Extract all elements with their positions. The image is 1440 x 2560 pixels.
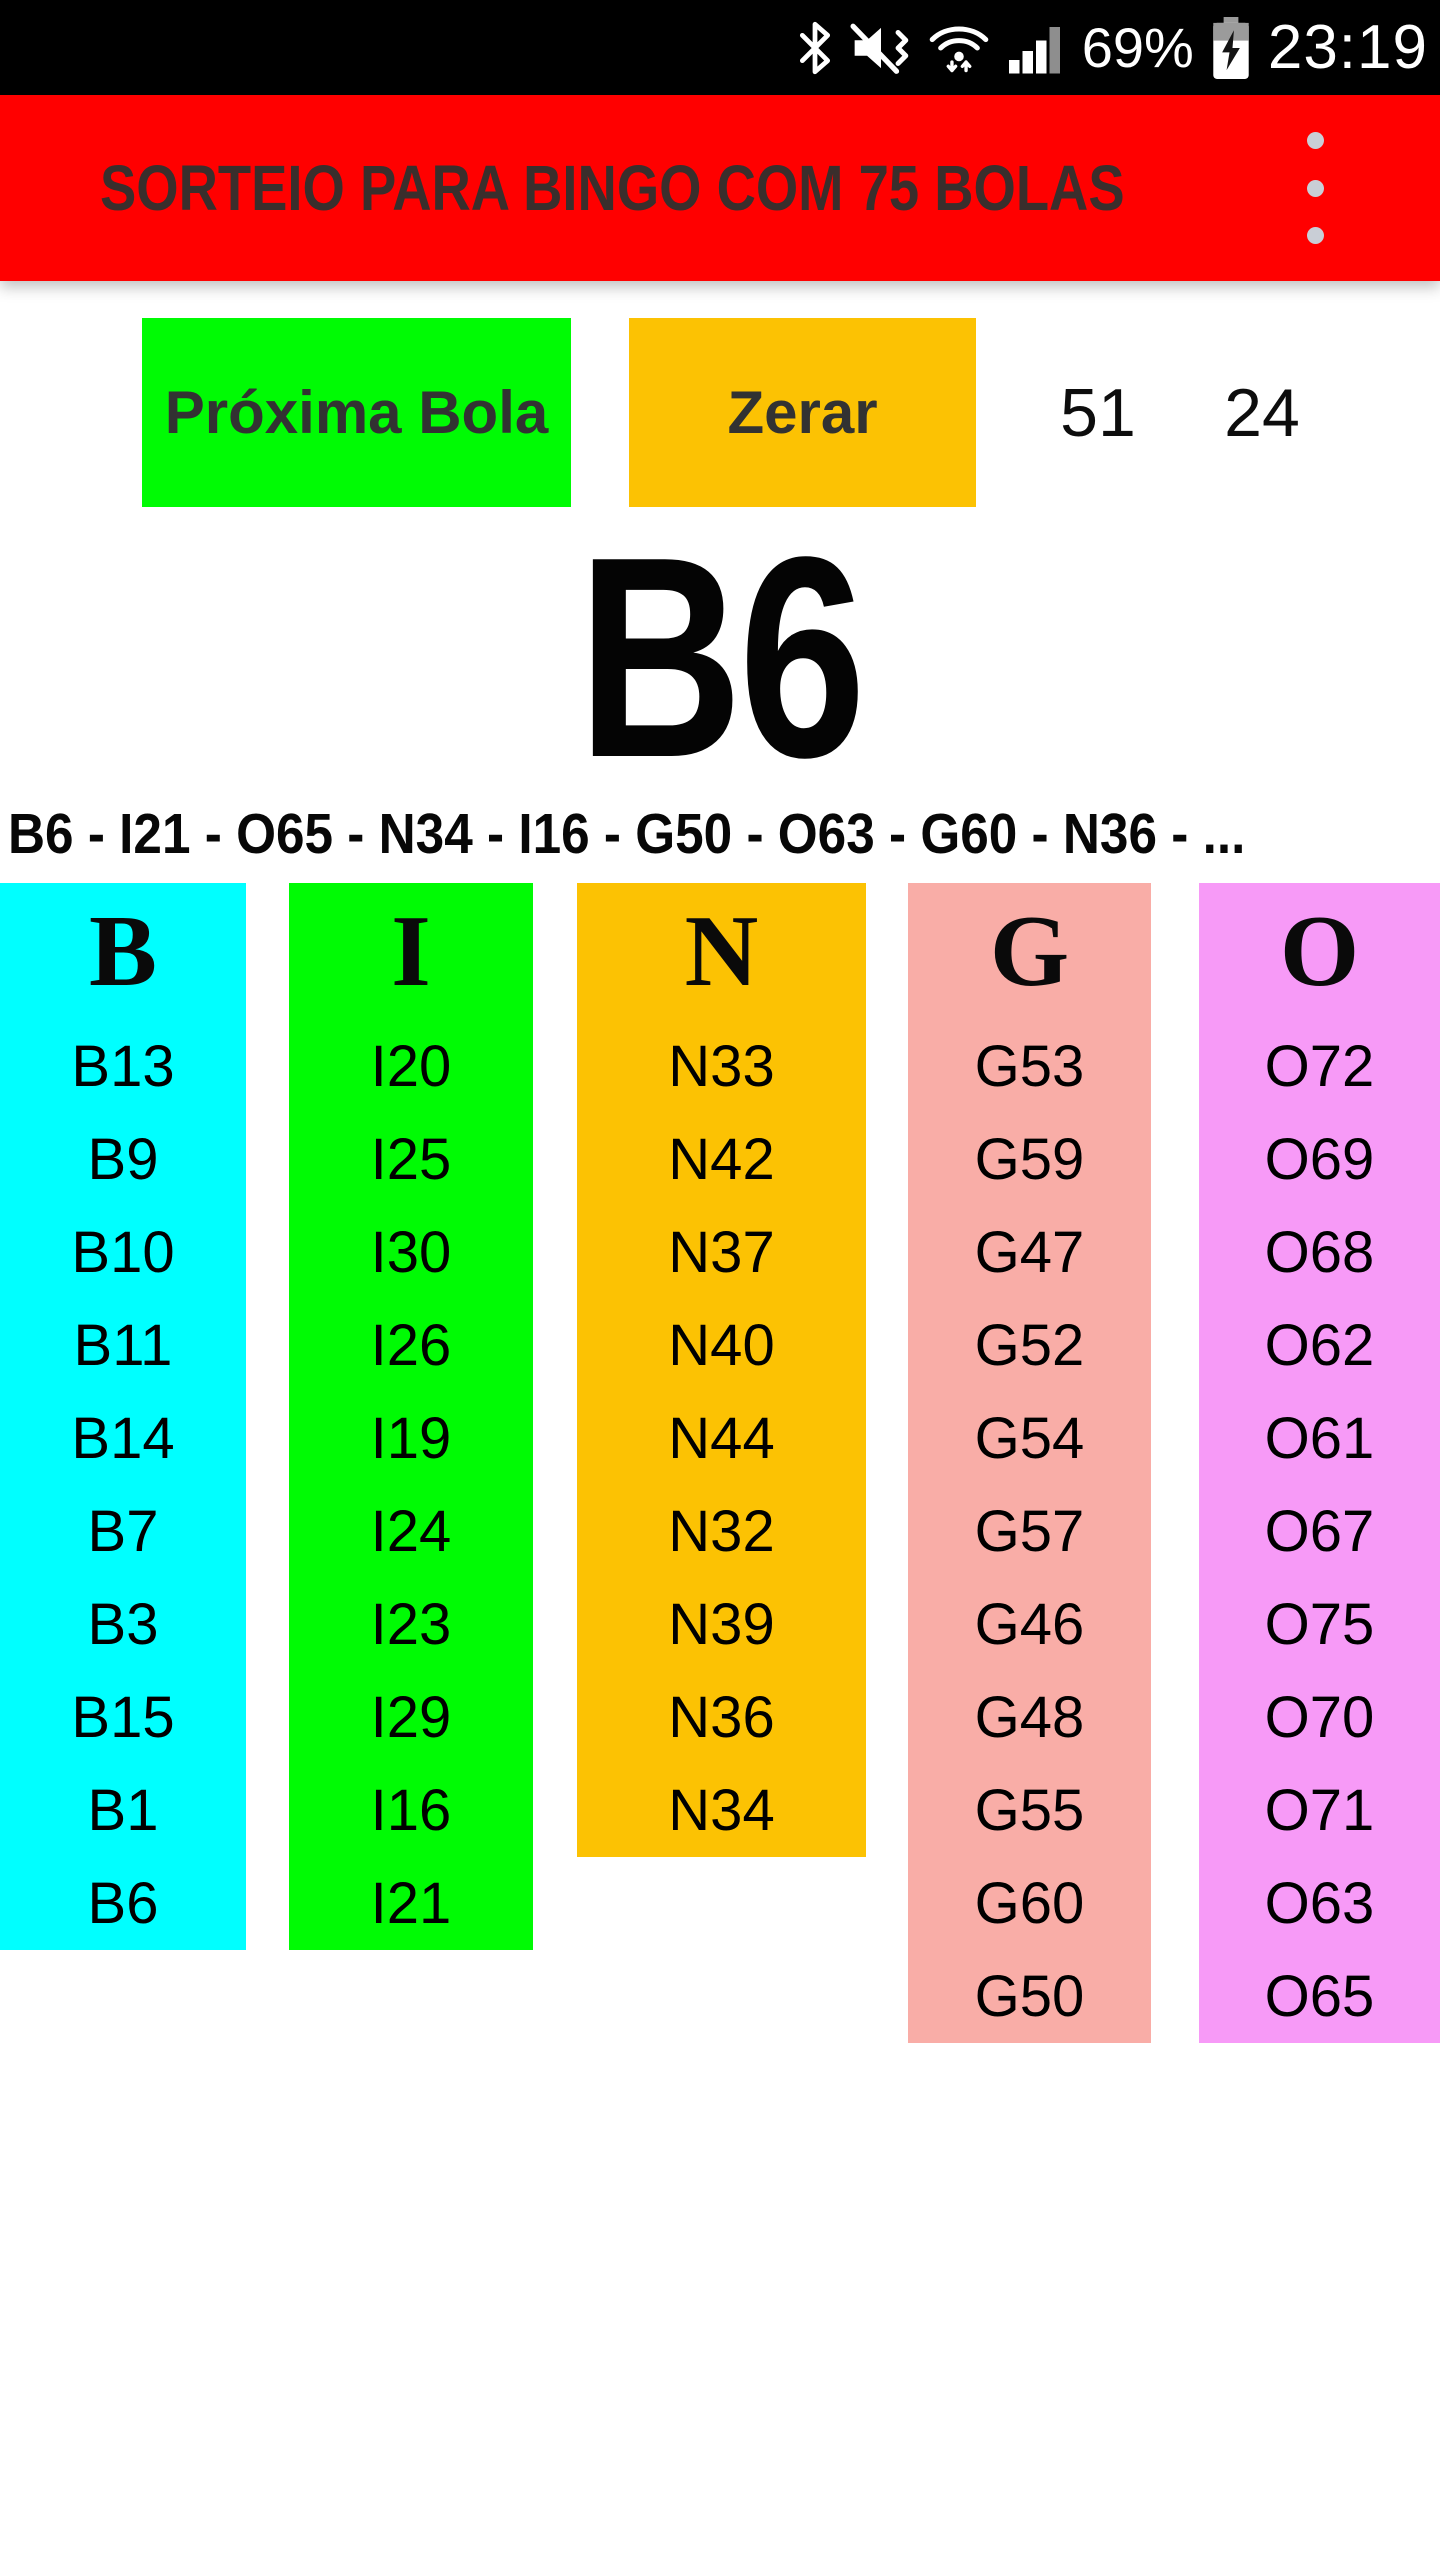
ball-cell: B11 — [73, 1313, 173, 1378]
ball-cell: O71 — [1264, 1778, 1375, 1843]
column-header-O: O — [1279, 895, 1360, 1008]
column-header-B: B — [88, 895, 158, 1008]
signal-icon — [1008, 26, 1060, 73]
ball-cell: B15 — [71, 1685, 175, 1750]
ball-cell: B3 — [87, 1592, 159, 1657]
history-line: B6 - I21 - O65 - N34 - I16 - G50 - O63 -… — [0, 802, 1440, 867]
next-ball-button[interactable]: Próxima Bola — [142, 318, 571, 507]
column-values-G: G53 G59 G47 G52 G54 G57 G46 G48 G55 G60 G50 — [908, 1020, 1151, 2043]
ball-cell: O70 — [1264, 1685, 1375, 1750]
ball-cell: B14 — [71, 1406, 175, 1471]
ball-cell: O75 — [1264, 1592, 1375, 1657]
ball-cell: N40 — [668, 1313, 775, 1378]
ball-cell: O69 — [1264, 1127, 1375, 1192]
ball-cell: I19 — [370, 1406, 452, 1471]
ball-cell: G55 — [974, 1778, 1085, 1843]
ball-cell: I29 — [370, 1685, 452, 1750]
drawn-count: 51 — [1060, 374, 1136, 451]
reset-button[interactable]: Zerar — [629, 318, 976, 507]
ball-cell: I21 — [370, 1871, 452, 1936]
history-text: B6 - I21 - O65 - N34 - I16 - G50 - O63 -… — [8, 802, 1246, 866]
column-G: G G53 G59 G47 G52 G54 G57 G46 G48 G55 G60 G50 — [908, 883, 1151, 2043]
bluetooth-icon — [799, 21, 830, 74]
ball-cell: G50 — [974, 1964, 1085, 2029]
remaining-count: 24 — [1224, 374, 1300, 451]
ball-cell: N33 — [668, 1034, 775, 1099]
ball-cell: O67 — [1264, 1499, 1375, 1564]
column-I: I I20 I25 I30 I26 I19 I24 I23 I29 I16 I21 — [289, 883, 533, 1950]
ball-cell: I30 — [370, 1220, 452, 1285]
clock: 23:19 — [1267, 12, 1428, 82]
ball-cell: G60 — [974, 1871, 1085, 1936]
ball-cell: O65 — [1264, 1964, 1375, 2029]
ball-cell: O68 — [1264, 1220, 1375, 1285]
ball-cell: B13 — [71, 1034, 175, 1099]
overflow-menu-icon[interactable] — [1306, 132, 1324, 244]
column-O: O O72 O69 O68 O62 O61 O67 O75 O70 O71 O63 O65 — [1199, 883, 1440, 2043]
ball-cell: I26 — [370, 1313, 452, 1378]
controls-row: Próxima Bola Zerar 51 24 — [0, 318, 1440, 507]
ball-cell: N39 — [668, 1592, 775, 1657]
ball-cell: N42 — [668, 1127, 775, 1192]
ball-cell: G53 — [974, 1034, 1085, 1099]
page-title: SORTEIO PARA BINGO COM 75 BOLAS — [100, 152, 1125, 224]
ball-cell: B10 — [71, 1220, 175, 1285]
ball-cell: G54 — [974, 1406, 1085, 1471]
wifi-icon — [929, 26, 989, 72]
ball-cell: N32 — [668, 1499, 775, 1564]
ball-cell: I16 — [370, 1778, 452, 1843]
ball-cell: B1 — [87, 1778, 159, 1843]
current-ball-label: B6 — [577, 497, 866, 817]
column-values-I: I20 I25 I30 I26 I19 I24 I23 I29 I16 I21 — [289, 1020, 533, 1950]
column-values-N: N33 N42 N37 N40 N44 N32 N39 N36 N34 — [577, 1020, 866, 1857]
ball-cell: G57 — [974, 1499, 1085, 1564]
ball-cell: I20 — [370, 1034, 452, 1099]
mute-vibrate-icon — [850, 23, 909, 74]
ball-cell: G48 — [974, 1685, 1085, 1750]
ball-cell: O61 — [1264, 1406, 1375, 1471]
ball-cell: I24 — [370, 1499, 452, 1564]
column-header-I: I — [391, 895, 431, 1008]
ball-cell: B6 — [87, 1871, 159, 1936]
column-values-B: B13 B9 B10 B11 B14 B7 B3 B15 B1 B6 — [0, 1020, 246, 1950]
ball-cell: N36 — [668, 1685, 775, 1750]
column-header-G: G — [989, 895, 1070, 1008]
app-bar: SORTEIO PARA BINGO COM 75 BOLAS — [0, 95, 1440, 281]
ball-cell: B7 — [87, 1499, 159, 1564]
ball-cell: O72 — [1264, 1034, 1375, 1099]
ball-cell: B9 — [87, 1127, 159, 1192]
bingo-board: B B13 B9 B10 B11 B14 B7 B3 B15 B1 B6 I I20 I25 I30 I… — [0, 883, 1440, 2043]
column-header-N: N — [684, 895, 759, 1008]
ball-cell: N44 — [668, 1406, 775, 1471]
ball-cell: G46 — [974, 1592, 1085, 1657]
battery-charging-icon — [1213, 16, 1249, 79]
battery-percent: 69% — [1081, 15, 1194, 79]
ball-cell: O62 — [1264, 1313, 1375, 1378]
ball-cell: I23 — [370, 1592, 452, 1657]
ball-cell: O63 — [1264, 1871, 1375, 1936]
ball-cell: N34 — [668, 1778, 775, 1843]
column-B: B B13 B9 B10 B11 B14 B7 B3 B15 B1 B6 — [0, 883, 246, 1950]
current-ball: B6 — [0, 514, 1440, 800]
ball-cell: G52 — [974, 1313, 1085, 1378]
ball-cell: N37 — [668, 1220, 775, 1285]
ball-cell: I25 — [370, 1127, 452, 1192]
column-values-O: O72 O69 O68 O62 O61 O67 O75 O70 O71 O63 O65 — [1199, 1020, 1440, 2043]
column-N: N N33 N42 N37 N40 N44 N32 N39 N36 N34 — [577, 883, 866, 1857]
status-bar: 69% 23:19 — [0, 0, 1440, 95]
ball-cell: G59 — [974, 1127, 1085, 1192]
ball-cell: G47 — [974, 1220, 1085, 1285]
